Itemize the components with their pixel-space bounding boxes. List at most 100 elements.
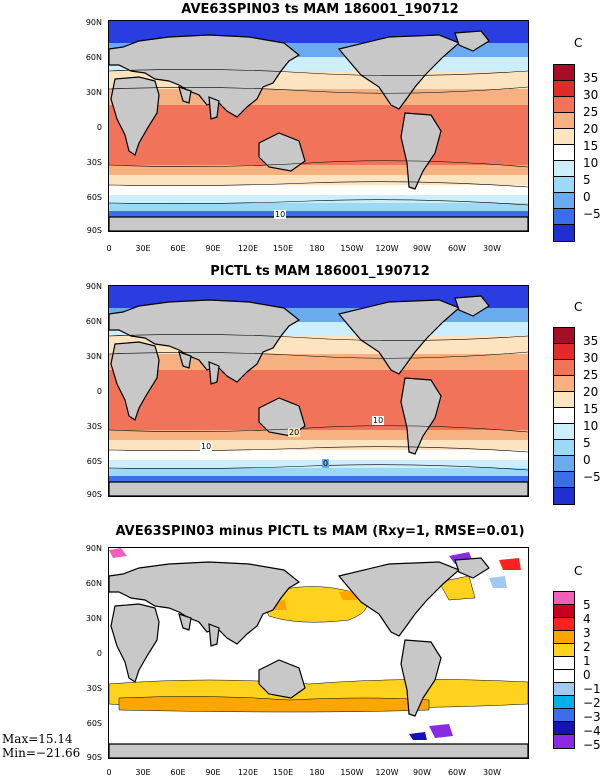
contour-label: 0 xyxy=(322,459,330,468)
colorbar-label: 4 xyxy=(583,612,591,626)
colorbar-swatch xyxy=(554,209,574,225)
map-svg xyxy=(109,286,528,496)
colorbar-swatch xyxy=(554,392,574,408)
map-svg xyxy=(109,548,528,758)
colorbar-label: 20 xyxy=(583,122,599,136)
panel-title: AVE63SPIN03 minus PICTL ts MAM (Rxy=1, R… xyxy=(115,524,525,539)
colorbar-swatch xyxy=(554,670,574,683)
contour-label: 10 xyxy=(274,210,287,219)
lat-label: 30S xyxy=(86,422,102,431)
panel-title: PICTL ts MAM 186001_190712 xyxy=(210,264,430,279)
colorbar-label: 5 xyxy=(583,598,591,612)
colorbar xyxy=(553,64,575,242)
antarctica xyxy=(109,481,528,496)
lon-label: 60W xyxy=(447,244,467,253)
lon-label: 60E xyxy=(170,768,186,777)
lat-label: 30N xyxy=(85,614,102,623)
colorbar-label: 20 xyxy=(583,385,599,399)
difference-map xyxy=(108,547,529,759)
lat-label: 30S xyxy=(86,158,102,167)
colorbar-swatch xyxy=(554,722,574,735)
colorbar-label: −2 xyxy=(583,696,601,710)
lon-label: 120E xyxy=(237,244,259,253)
colorbar-label: −4 xyxy=(583,724,601,738)
panel-ts-difference: AVE63SPIN03 minus PICTL ts MAM (Rxy=1, R… xyxy=(0,524,605,782)
lon-label: 90W xyxy=(412,244,432,253)
band-subpolar-south xyxy=(109,203,528,211)
colorbar-swatch xyxy=(554,65,574,81)
lat-label: 60N xyxy=(85,317,102,326)
band-cool-south xyxy=(109,450,528,460)
colorbar-swatch xyxy=(554,129,574,145)
lon-label: 60E xyxy=(170,244,186,253)
land xyxy=(109,30,528,231)
lat-label: 90S xyxy=(86,753,102,762)
contour-label: 20 xyxy=(288,428,301,437)
lon-label: 30E xyxy=(135,244,151,253)
lon-label: 90W xyxy=(412,768,432,777)
lon-label: 90E xyxy=(205,768,221,777)
antarctica xyxy=(109,743,528,758)
colorbar-swatch xyxy=(554,456,574,472)
colorbar-swatch xyxy=(554,592,574,605)
band-warm-south xyxy=(109,430,528,440)
colorbar-label: 3 xyxy=(583,626,591,640)
colorbar-label: 10 xyxy=(583,419,599,433)
greenland xyxy=(454,30,490,52)
band-tropical xyxy=(109,105,528,165)
antarctica xyxy=(109,216,528,231)
lat-label: 30S xyxy=(86,684,102,693)
colorbar-label: 15 xyxy=(583,139,599,153)
lat-label: 60N xyxy=(85,53,102,62)
lon-label: 0 xyxy=(106,244,112,253)
contours xyxy=(109,334,528,471)
lon-label: 90E xyxy=(205,244,221,253)
africa xyxy=(110,341,160,421)
lat-label: 0 xyxy=(96,123,102,132)
anomaly-patches xyxy=(109,548,528,740)
south-america xyxy=(400,112,442,190)
map-svg xyxy=(109,21,528,231)
greenland xyxy=(454,557,490,579)
colorbar-label: 1 xyxy=(583,654,591,668)
band-tropical xyxy=(109,370,528,430)
band-warm-south xyxy=(109,165,528,175)
colorbar-swatch xyxy=(554,709,574,722)
colorbar-label: 15 xyxy=(583,402,599,416)
north-america xyxy=(337,299,461,375)
colorbar-swatch xyxy=(554,696,574,709)
colorbar-label: 5 xyxy=(583,173,591,187)
lat-label: 0 xyxy=(96,649,102,658)
panel-title: AVE63SPIN03 ts MAM 186001_190712 xyxy=(181,2,459,17)
africa xyxy=(110,76,160,156)
colorbar-swatch xyxy=(554,81,574,97)
lon-label: 150E xyxy=(272,244,294,253)
colorbar-label: 25 xyxy=(583,105,599,119)
greenland xyxy=(454,295,490,317)
band-mild-south xyxy=(109,175,528,185)
eurasia xyxy=(109,34,301,118)
colorbar-swatch xyxy=(554,424,574,440)
lon-label: 180 xyxy=(309,244,325,253)
india xyxy=(208,96,220,120)
colorbar-label: −3 xyxy=(583,710,601,724)
contour-label: 10 xyxy=(372,416,385,425)
india xyxy=(208,361,220,385)
band-cool-south xyxy=(109,185,528,195)
colorbar-label: 30 xyxy=(583,351,599,365)
eurasia xyxy=(109,299,301,383)
arabia xyxy=(178,613,192,631)
panel-ts-pictl: PICTL ts MAM 186001_190712 xyxy=(0,264,605,524)
band-sub-south xyxy=(109,195,528,203)
colorbar-label: −5 xyxy=(583,738,601,752)
lat-label: 30N xyxy=(85,88,102,97)
colorbar-label: 0 xyxy=(583,190,591,204)
lat-label: 90N xyxy=(85,544,102,553)
band-sub-south xyxy=(109,460,528,468)
max-stat: Max=15.14 xyxy=(2,732,73,746)
contours xyxy=(109,69,528,206)
colorbar-label: 0 xyxy=(583,668,591,682)
lon-label: 150E xyxy=(272,768,294,777)
colorbar xyxy=(553,591,575,749)
colorbar-swatch xyxy=(554,408,574,424)
